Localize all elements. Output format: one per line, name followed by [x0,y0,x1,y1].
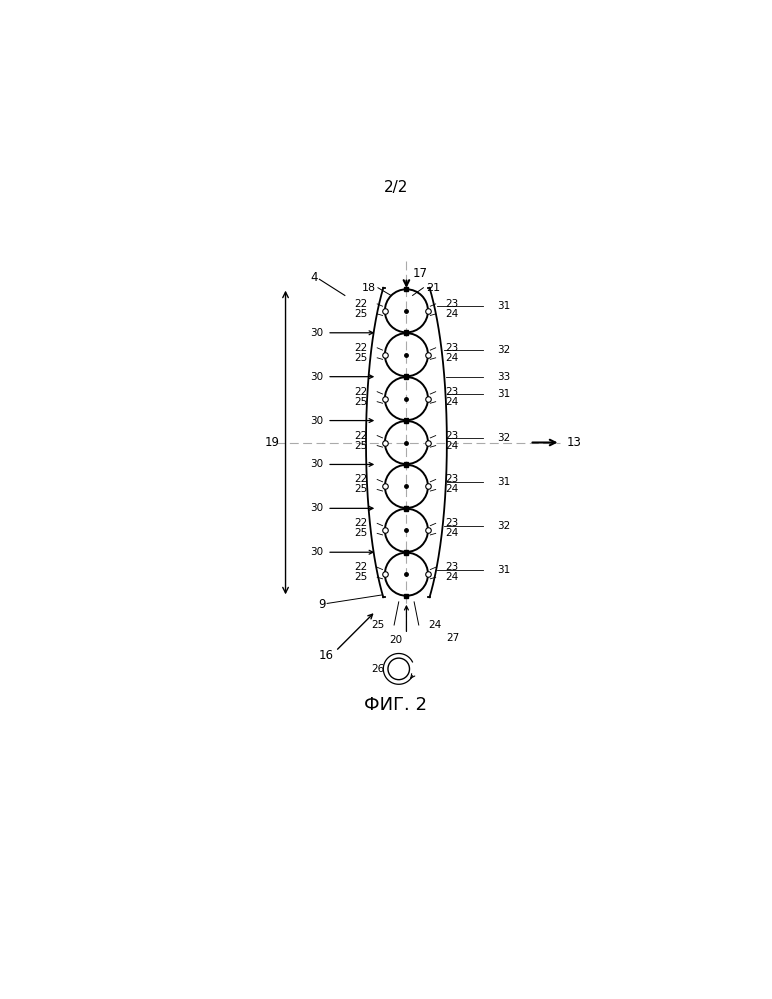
Text: 25: 25 [354,353,368,363]
Text: 24: 24 [428,620,442,630]
Text: 4: 4 [310,272,318,285]
Text: 25: 25 [354,485,368,495]
Text: 16: 16 [318,649,334,662]
Text: 23: 23 [445,387,458,397]
Text: 30: 30 [310,372,323,382]
Text: 31: 31 [497,477,510,487]
Text: ФИГ. 2: ФИГ. 2 [364,696,427,714]
Text: 32: 32 [497,520,510,530]
Text: 24: 24 [445,485,458,495]
Text: 32: 32 [497,433,510,443]
Text: 22: 22 [354,387,368,397]
Text: 33: 33 [497,372,510,382]
Text: 21: 21 [425,283,440,293]
Text: 24: 24 [445,397,458,407]
Text: 20: 20 [389,635,402,645]
Text: 27: 27 [446,633,459,643]
Text: 31: 31 [497,302,510,312]
Text: 25: 25 [354,397,368,407]
Text: 22: 22 [354,299,368,309]
Text: 32: 32 [497,345,510,355]
Text: 2/2: 2/2 [384,180,408,195]
Text: 30: 30 [310,503,323,513]
Text: 23: 23 [445,431,458,441]
Text: 23: 23 [445,518,458,528]
Text: 25: 25 [371,620,385,630]
Text: 25: 25 [354,572,368,582]
Text: 30: 30 [310,547,323,557]
Text: 17: 17 [412,268,428,281]
Text: 22: 22 [354,562,368,572]
Text: 22: 22 [354,431,368,441]
Text: 26: 26 [371,664,384,674]
Text: 23: 23 [445,299,458,309]
Text: 22: 22 [354,343,368,353]
Text: 24: 24 [445,353,458,363]
Text: 31: 31 [497,564,510,574]
Text: 22: 22 [354,518,368,528]
Text: 23: 23 [445,475,458,485]
Text: 30: 30 [310,460,323,470]
Text: 13: 13 [567,436,581,449]
Text: 19: 19 [264,436,279,449]
Text: 24: 24 [445,441,458,451]
Text: 23: 23 [445,562,458,572]
Text: 25: 25 [354,528,368,538]
Text: 24: 24 [445,528,458,538]
Text: 22: 22 [354,475,368,485]
Text: 9: 9 [318,598,326,611]
Text: 30: 30 [310,416,323,426]
Text: 25: 25 [354,309,368,319]
Text: 24: 24 [445,572,458,582]
Text: 23: 23 [445,343,458,353]
Text: 18: 18 [361,283,376,293]
Text: 30: 30 [310,328,323,338]
Text: 24: 24 [445,309,458,319]
Text: 25: 25 [354,441,368,451]
Text: 31: 31 [497,389,510,399]
